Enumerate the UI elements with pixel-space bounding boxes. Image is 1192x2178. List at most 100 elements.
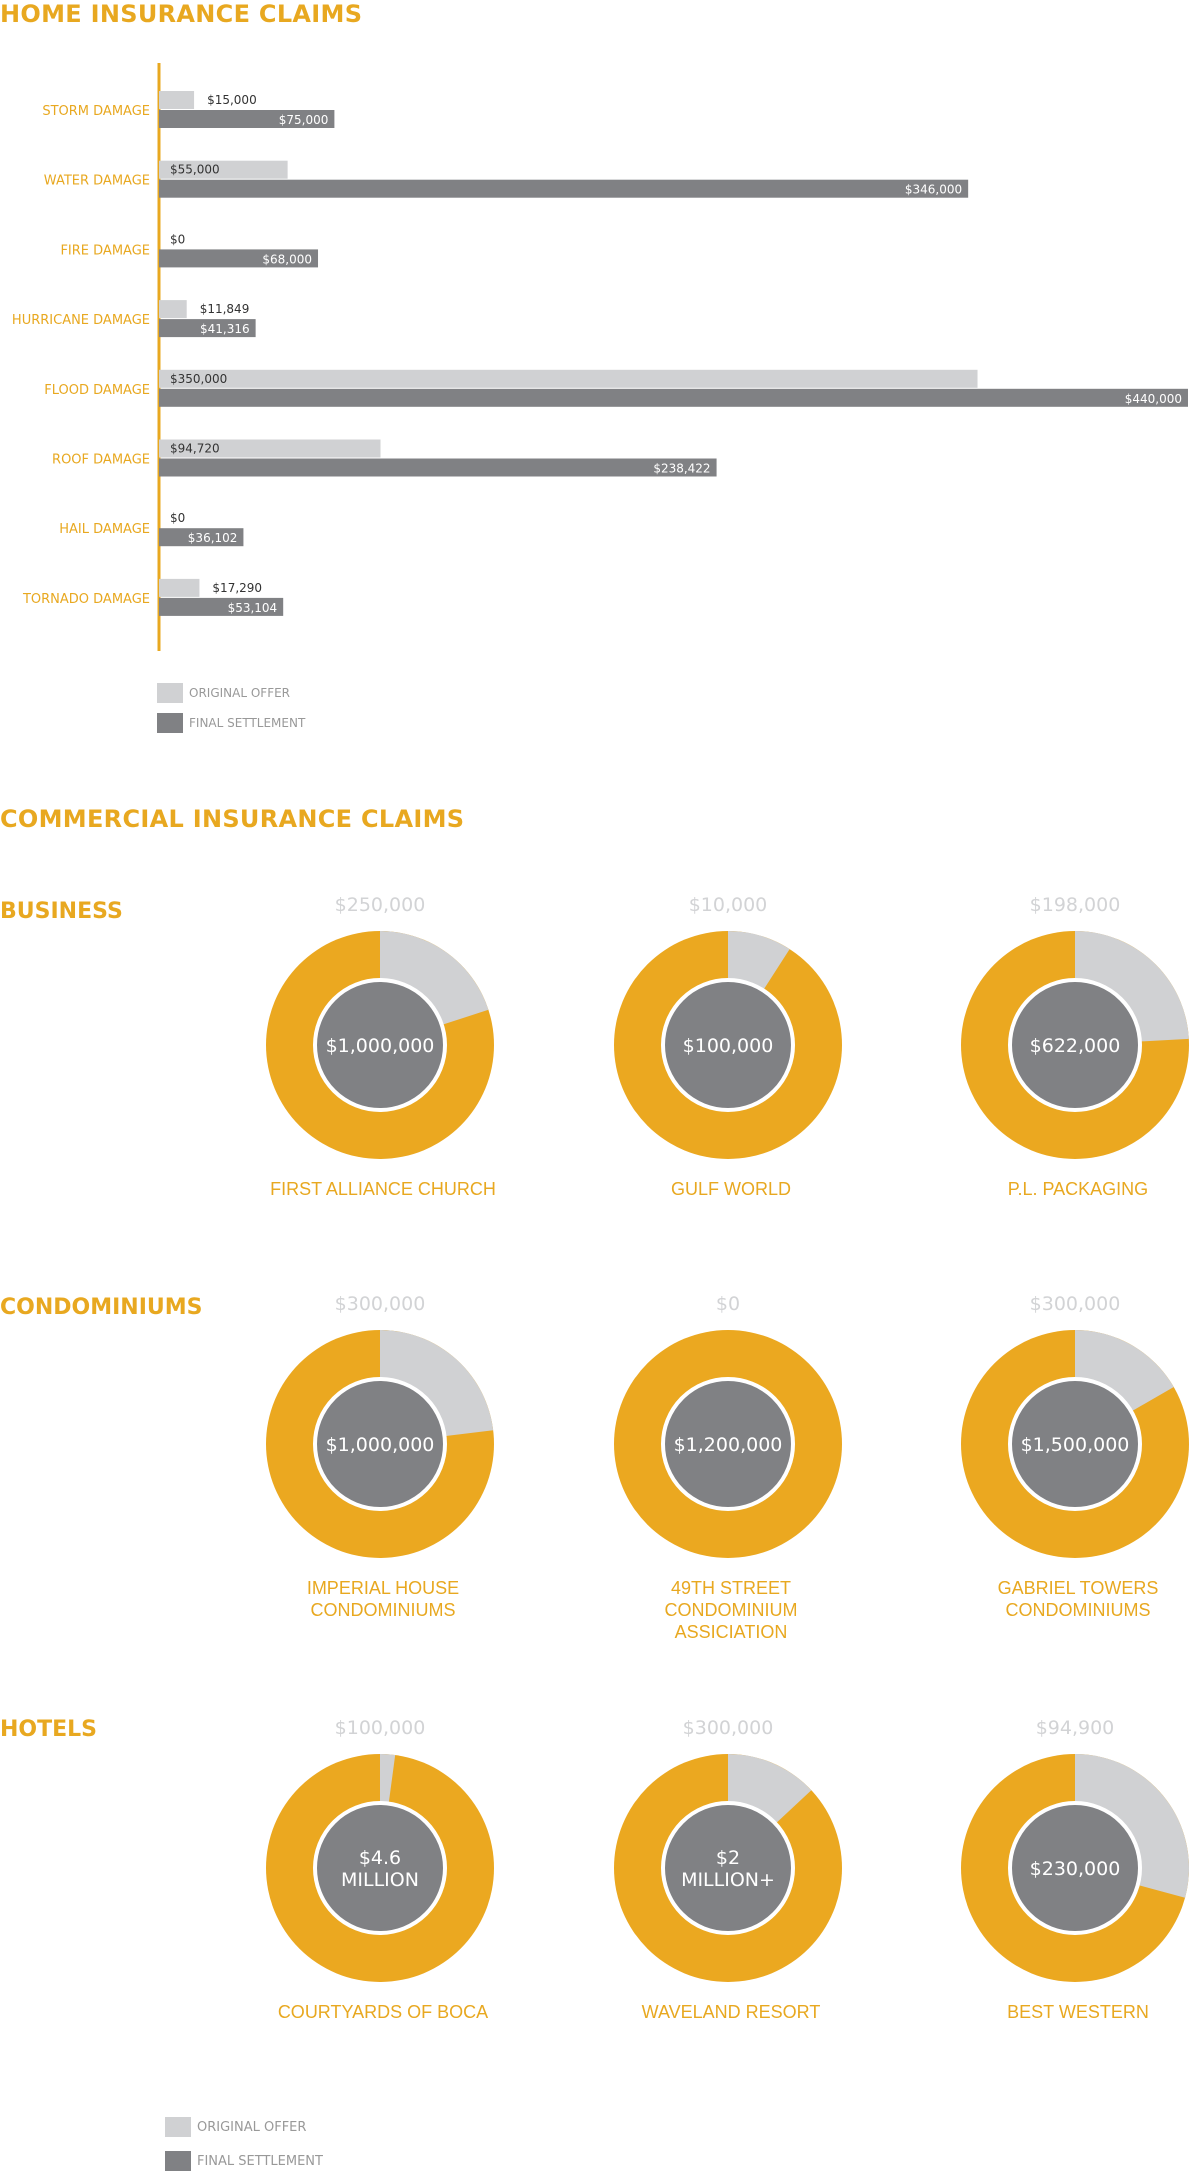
client-name-waveland-resort: WAVELAND RESORT xyxy=(642,2002,821,2022)
commercial-donut-charts: $250,000 $1,000,000 FIRST ALLIANCE CHURCH $… xyxy=(266,894,1190,2022)
original-bar-tornado-damage xyxy=(159,578,200,597)
category-label-water-damage: WATER DAMAGE xyxy=(44,174,150,189)
final-amount-gulf-world: $100,000 xyxy=(683,1035,774,1057)
final-settlement-swatch xyxy=(157,713,183,733)
final-bar-tornado-damage xyxy=(159,597,284,616)
final-amount-line: MILLION xyxy=(341,1869,419,1891)
client-name-line: P.L. PACKAGING xyxy=(1008,1179,1148,1199)
original-value-label-fire-damage: $0 xyxy=(170,232,185,246)
legend2-label-original: ORIGINAL OFFER xyxy=(197,2119,307,2135)
legend2-label-final: FINAL SETTLEMENT xyxy=(197,2153,323,2169)
final-amount-line: $2 xyxy=(716,1847,740,1869)
client-name-gulf-world: GULF WORLD xyxy=(671,1179,791,1199)
client-name-line: WAVELAND RESORT xyxy=(642,2002,821,2022)
final-amount-49th-street-condominium-assiciation: $1,200,000 xyxy=(674,1434,783,1456)
original-amount-gulf-world: $10,000 xyxy=(689,894,768,916)
final-amount-line: $4.6 xyxy=(359,1847,401,1869)
client-name-line: GULF WORLD xyxy=(671,1179,791,1199)
legend2-item-final: FINAL SETTLEMENT xyxy=(165,2144,323,2178)
client-name-line: CONDOMINIUM xyxy=(665,1600,798,1620)
final-value-label-storm-damage: $75,000 xyxy=(279,113,329,127)
original-amount-waveland-resort: $300,000 xyxy=(683,1717,774,1739)
business-title: BUSINESS xyxy=(0,899,123,924)
category-label-tornado-damage: TORNADO DAMAGE xyxy=(22,592,150,607)
final-bar-water-damage xyxy=(159,179,969,198)
condominiums-title: CONDOMINIUMS xyxy=(0,1295,203,1320)
center-disc-gulf-world xyxy=(661,978,795,1112)
final-bar-storm-damage xyxy=(159,110,335,128)
original-value-label-flood-damage: $350,000 xyxy=(170,372,227,386)
original-bar-flood-damage xyxy=(159,369,978,388)
final-value-label-water-damage: $346,000 xyxy=(905,183,962,197)
original-bar-storm-damage xyxy=(159,91,195,109)
original-amount-courtyards-of-boca: $100,000 xyxy=(335,1717,426,1739)
center-disc-gabriel-towers-condominiums xyxy=(1008,1377,1142,1511)
client-name-line: 49TH STREET xyxy=(671,1578,791,1598)
category-label-storm-damage: STORM DAMAGE xyxy=(42,104,150,119)
original-value-label-tornado-damage: $17,290 xyxy=(212,581,262,595)
home-chart-title: HOME INSURANCE CLAIMS xyxy=(0,0,363,28)
original-value-label-hurricane-damage: $11,849 xyxy=(200,302,250,316)
final-amount-line: MILLION+ xyxy=(681,1869,775,1891)
original-bar-roof-damage xyxy=(159,439,381,458)
final-amount-p-l-packaging: $622,000 xyxy=(1030,1035,1121,1057)
original-offer-swatch xyxy=(157,683,183,703)
final-amount-gabriel-towers-condominiums: $1,500,000 xyxy=(1021,1434,1130,1456)
hotels-title: HOTELS xyxy=(0,1717,98,1742)
original-value-label-hail-damage: $0 xyxy=(170,511,185,525)
client-name-line: IMPERIAL HOUSE xyxy=(307,1578,459,1598)
center-disc-waveland-resort xyxy=(661,1801,795,1935)
category-label-hurricane-damage: HURRICANE DAMAGE xyxy=(12,313,150,328)
client-name-line: CONDOMINIUMS xyxy=(311,1600,456,1620)
client-name-p-l-packaging: P.L. PACKAGING xyxy=(1008,1179,1148,1199)
center-disc-49th-street-condominium-assiciation xyxy=(661,1377,795,1511)
category-label-flood-damage: FLOOD DAMAGE xyxy=(44,383,150,398)
client-name-line: ASSICIATION xyxy=(675,1622,788,1642)
legend-label-original: ORIGINAL OFFER xyxy=(189,686,291,700)
final-bar-roof-damage xyxy=(159,458,717,477)
original-bar-hurricane-damage xyxy=(159,300,187,319)
final-value-label-fire-damage: $68,000 xyxy=(262,252,312,266)
original-amount-p-l-packaging: $198,000 xyxy=(1030,894,1121,916)
original-amount-first-alliance-church: $250,000 xyxy=(335,894,426,916)
legend2-item-original: ORIGINAL OFFER xyxy=(165,2110,323,2144)
final-value-label-hail-damage: $36,102 xyxy=(188,531,238,545)
original-amount-49th-street-condominium-assiciation: $0 xyxy=(716,1293,740,1315)
home-claims-bar-chart: STORM DAMAGE $15,000 $75,000 WATER DAMAGE $5… xyxy=(12,63,1188,651)
final-amount-first-alliance-church: $1,000,000 xyxy=(326,1035,435,1057)
center-disc-courtyards-of-boca xyxy=(313,1801,447,1935)
center-disc-best-western xyxy=(1008,1801,1142,1935)
home-legend: ORIGINAL OFFER FINAL SETTLEMENT xyxy=(157,678,305,738)
final-bar-hurricane-damage xyxy=(159,319,256,338)
final-bar-fire-damage xyxy=(159,249,319,268)
legend-label-final: FINAL SETTLEMENT xyxy=(189,716,306,730)
category-label-hail-damage: HAIL DAMAGE xyxy=(59,522,150,537)
client-name-49th-street-condominium-assiciation: 49TH STREET CONDOMINIUM ASSICIATION xyxy=(665,1578,798,1642)
client-name-first-alliance-church: FIRST ALLIANCE CHURCH xyxy=(270,1179,496,1199)
center-disc-first-alliance-church xyxy=(313,978,447,1112)
final-amount-courtyards-of-boca: $4.6 MILLION xyxy=(341,1847,419,1891)
center-disc-p-l-packaging xyxy=(1008,978,1142,1112)
client-name-line: FIRST ALLIANCE CHURCH xyxy=(270,1179,496,1199)
legend-item-original: ORIGINAL OFFER xyxy=(157,678,305,708)
commercial-chart-title: COMMERCIAL INSURANCE CLAIMS xyxy=(0,805,465,833)
client-name-imperial-house-condominiums: IMPERIAL HOUSE CONDOMINIUMS xyxy=(307,1578,459,1620)
original-value-label-water-damage: $55,000 xyxy=(170,163,220,177)
client-name-line: BEST WESTERN xyxy=(1007,2002,1149,2022)
client-name-gabriel-towers-condominiums: GABRIEL TOWERS CONDOMINIUMS xyxy=(998,1578,1159,1620)
commercial-legend: ORIGINAL OFFER FINAL SETTLEMENT xyxy=(165,2110,323,2178)
final-bar-flood-damage xyxy=(159,388,1188,407)
final-value-label-hurricane-damage: $41,316 xyxy=(200,322,250,336)
final-bar-hail-damage xyxy=(159,528,244,547)
original-amount-best-western: $94,900 xyxy=(1036,1717,1115,1739)
original-amount-imperial-house-condominiums: $300,000 xyxy=(335,1293,426,1315)
original-bar-water-damage xyxy=(159,160,288,179)
final-amount-best-western: $230,000 xyxy=(1030,1858,1121,1880)
final-amount-waveland-resort: $2 MILLION+ xyxy=(681,1847,775,1891)
final-amount-imperial-house-condominiums: $1,000,000 xyxy=(326,1434,435,1456)
final-value-label-roof-damage: $238,422 xyxy=(653,462,710,476)
original-value-label-roof-damage: $94,720 xyxy=(170,442,220,456)
final-value-label-tornado-damage: $53,104 xyxy=(228,601,278,615)
final-settlement-swatch xyxy=(165,2151,191,2171)
client-name-line: CONDOMINIUMS xyxy=(1006,1600,1151,1620)
